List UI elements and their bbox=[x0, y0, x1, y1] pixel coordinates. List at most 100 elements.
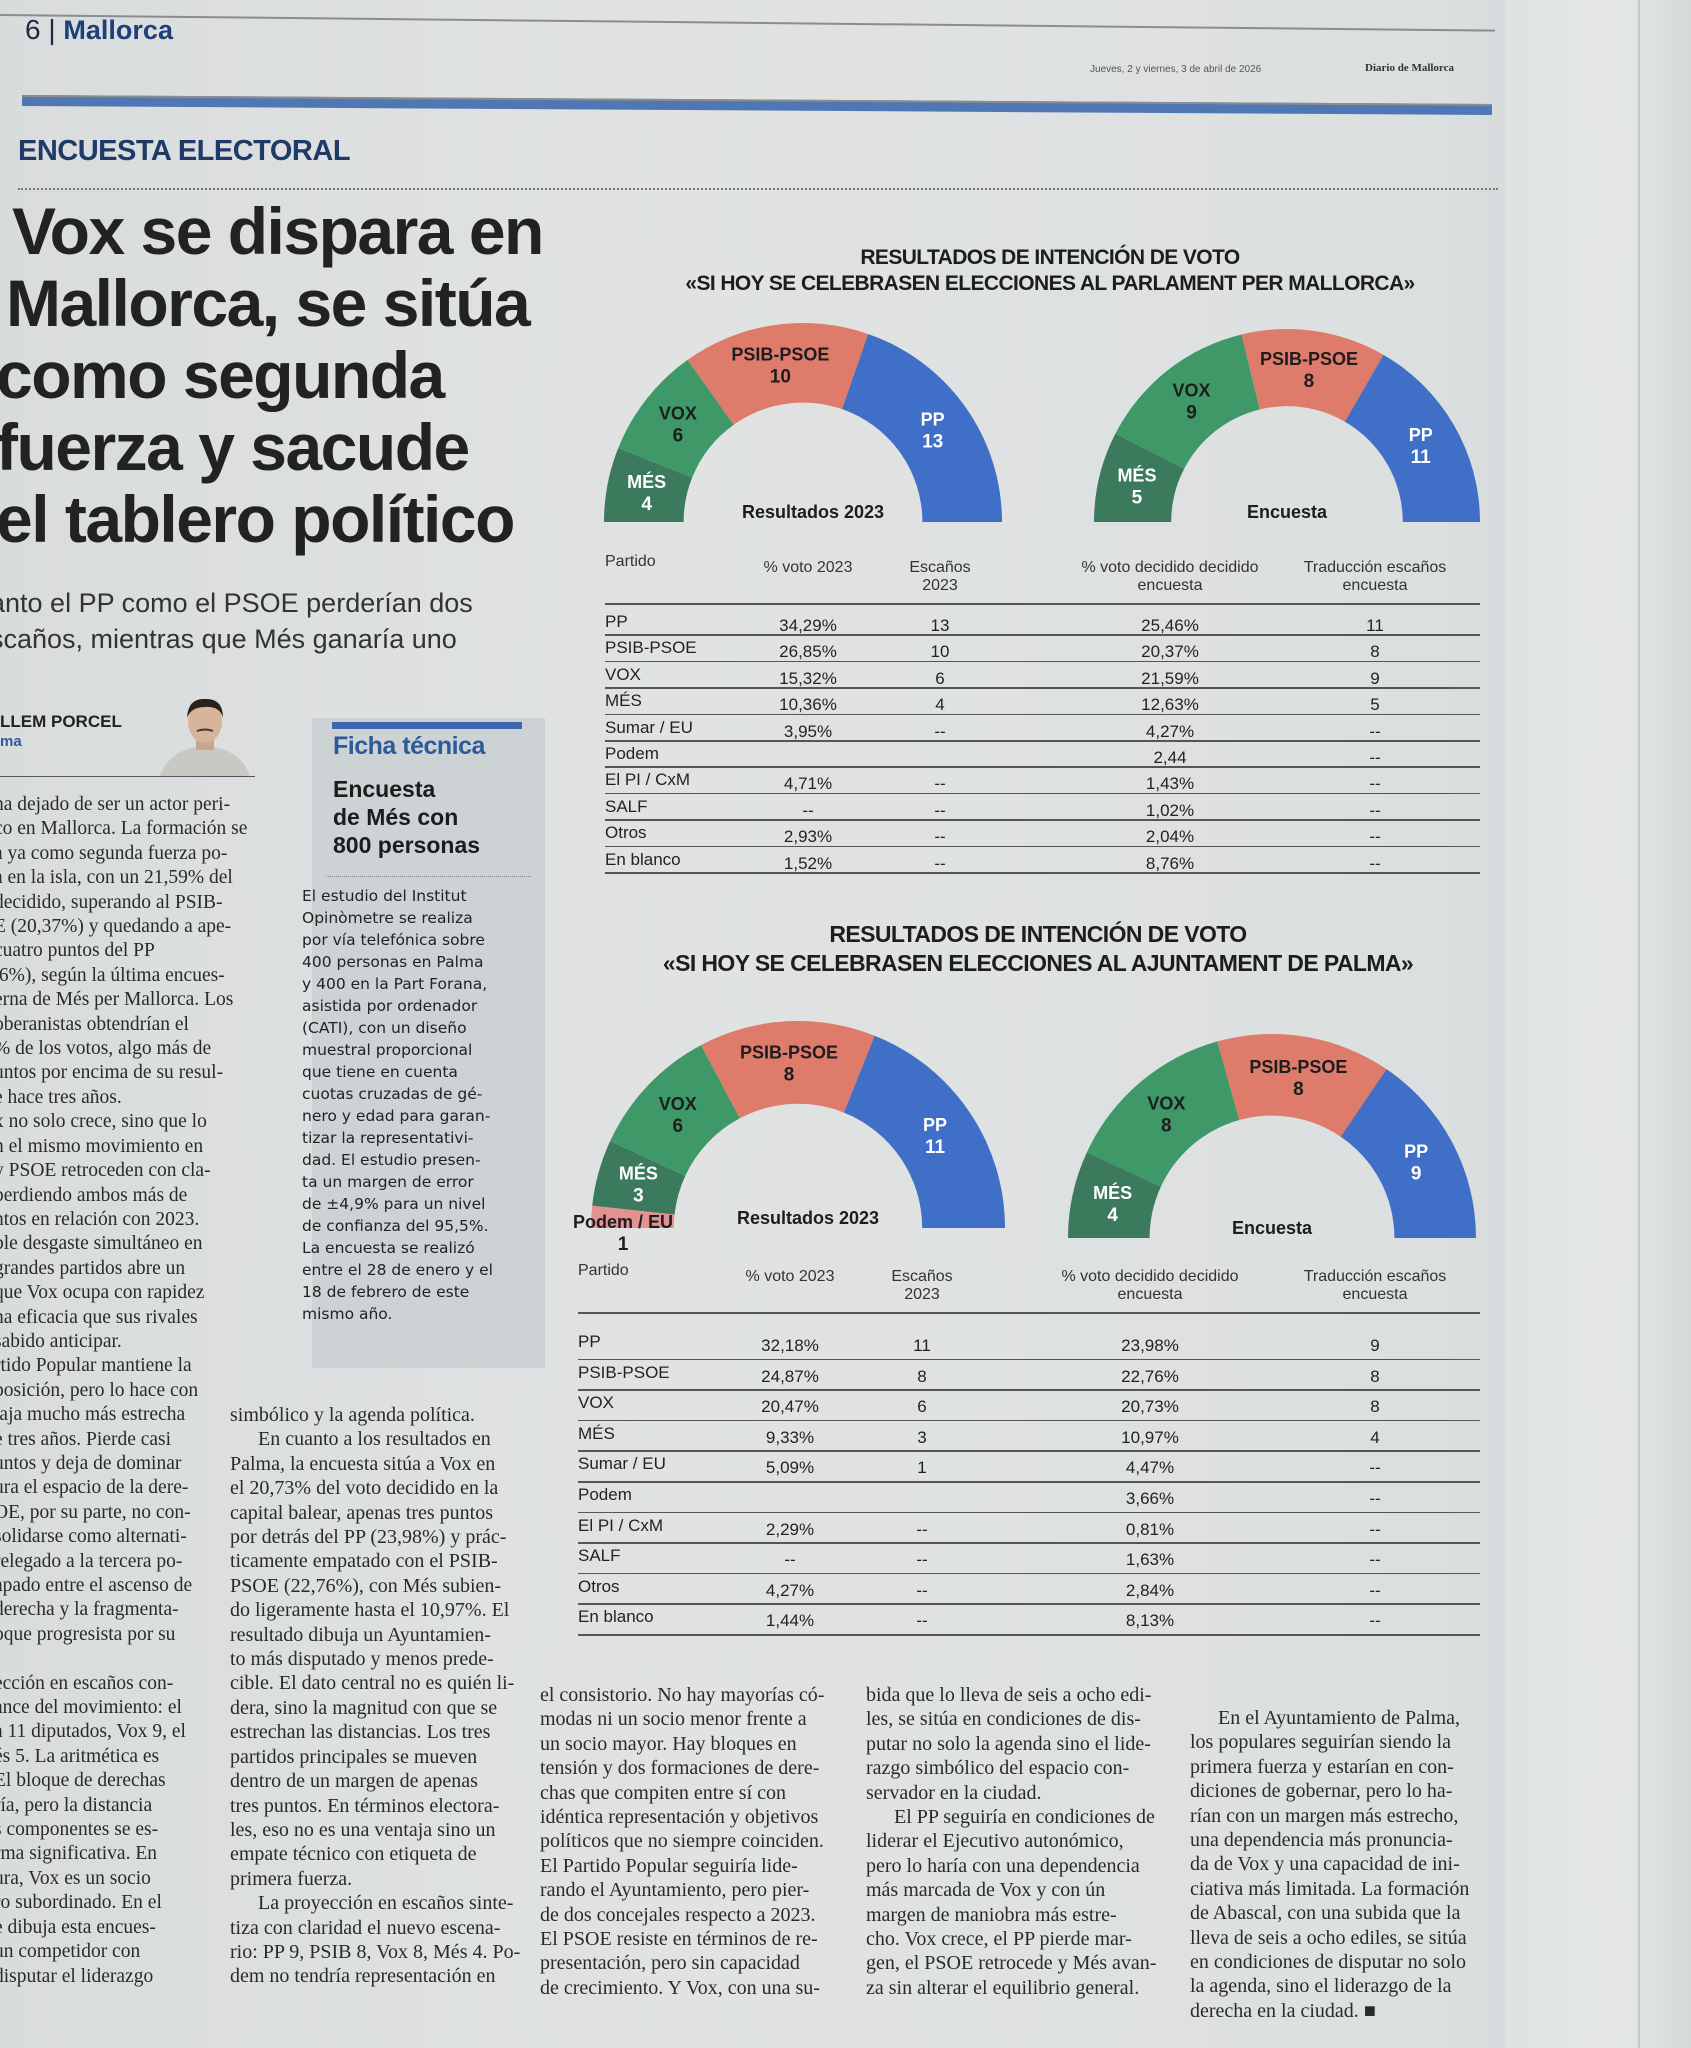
article-line: posición, pero lo hace con bbox=[0, 1379, 199, 1401]
article-line: presentación, pero sin capacidad bbox=[540, 1952, 800, 1975]
article-line: tensión y dos formaciones de dere- bbox=[540, 1757, 820, 1780]
table-cell: -- bbox=[1369, 853, 1381, 873]
article-line: capital balear, apenas tres puntos bbox=[230, 1501, 493, 1524]
table-row-rule bbox=[605, 766, 1480, 768]
segment-party-label: PSIB-PSOE bbox=[1249, 1057, 1347, 1077]
segment-seat-count: 9 bbox=[1411, 1164, 1422, 1185]
table-cell: -- bbox=[934, 774, 946, 794]
article-line: ha dejado de ser un actor peri- bbox=[0, 794, 231, 815]
table-cell: 10 bbox=[930, 642, 950, 662]
table-row-rule bbox=[578, 1572, 1480, 1575]
segment-seat-count: 8 bbox=[1304, 371, 1315, 392]
segment-party-label: PSIB-PSOE bbox=[1260, 349, 1358, 369]
table-cell: 20,73% bbox=[1121, 1397, 1179, 1417]
article-line: liderar el Ejecutivo autonómico, bbox=[866, 1830, 1124, 1853]
segment-party-label: VOX bbox=[1147, 1094, 1185, 1114]
table-cell-party: SALF bbox=[578, 1546, 621, 1566]
chart2-title: RESULTADOS DE INTENCIÓN DE VOTO bbox=[829, 921, 1247, 947]
table-cell-party: PSIB-PSOE bbox=[605, 638, 697, 658]
article-line: en condiciones de disputar no solo bbox=[1190, 1951, 1467, 1974]
table-cell: 1,44% bbox=[765, 1611, 815, 1631]
hemicycle-segment-pp bbox=[843, 1035, 1005, 1228]
table-row-rule bbox=[605, 792, 1480, 795]
article-line: do ligeramente hasta el 10,97%. El bbox=[230, 1599, 510, 1622]
article-line: erna de Més per Mallorca. Los bbox=[0, 989, 234, 1011]
article-line: to más disputado y menos prede- bbox=[230, 1648, 494, 1671]
segment-seat-count: 9 bbox=[1186, 403, 1197, 424]
article-line: idéntica representación y objetivos bbox=[540, 1806, 819, 1829]
table-cell: -- bbox=[934, 721, 946, 741]
segment-seat-count: 8 bbox=[784, 1065, 795, 1086]
table-cell: 4,47% bbox=[1125, 1458, 1175, 1478]
table-cell: 6 bbox=[917, 1397, 927, 1417]
article-line: na eficacia que sus rivales bbox=[0, 1306, 198, 1328]
table-row-rule bbox=[578, 1603, 1480, 1605]
article-line: derecha y la fragmenta- bbox=[0, 1599, 179, 1621]
hemicycle-label: Encuesta bbox=[1247, 502, 1328, 522]
segment-seat-count: 10 bbox=[770, 366, 791, 387]
article-line: ticamente empatado con el PSIB- bbox=[230, 1550, 498, 1573]
table-cell: 2,44 bbox=[1153, 748, 1187, 767]
article-line: El Partido Popular seguiría lide- bbox=[540, 1854, 798, 1877]
article-line: solidarse como alternati- bbox=[0, 1526, 187, 1548]
table-cell-party: El PI / CxM bbox=[605, 770, 691, 790]
segment-party-label: MÉS bbox=[627, 471, 666, 492]
segment-seat-count: 5 bbox=[1132, 488, 1143, 509]
table-cell: 11 bbox=[1366, 616, 1384, 635]
article-line: les, se sitúa en condiciones de dis- bbox=[866, 1708, 1141, 1731]
table-cell: 5 bbox=[1370, 695, 1380, 715]
segment-seat-count: 6 bbox=[672, 1116, 683, 1137]
table-cell-party: El PI / CxM bbox=[578, 1515, 664, 1535]
segment-seat-count: 11 bbox=[925, 1137, 946, 1158]
hemicycle-segment-vox bbox=[610, 1045, 740, 1176]
ficha-body: El estudio del Institut Opinòmetre se rea… bbox=[302, 885, 542, 1325]
page-fold bbox=[1638, 0, 1640, 2048]
article-line: decidido, superando al PSIB- bbox=[0, 891, 223, 913]
table-cell: -- bbox=[1369, 1611, 1381, 1631]
table-header-rule bbox=[578, 1312, 1480, 1314]
ficha-body-line: La encuesta se realizó bbox=[302, 1239, 475, 1257]
hemicycle-segment-psib-psoe bbox=[1217, 1034, 1387, 1137]
table-cell: -- bbox=[802, 800, 814, 820]
subtitle-line: scaños, mientras que Més ganaría uno bbox=[0, 624, 457, 654]
ficha-body-line: de ±4,9% para un nivel bbox=[302, 1195, 486, 1213]
article-line: primera fuerza y estarían en con- bbox=[1190, 1755, 1454, 1778]
article-line: Palma, la encuesta sitúa a Vox en bbox=[230, 1452, 496, 1475]
table-cell-party: MÉS bbox=[605, 691, 642, 711]
article-line: untos y deja de dominar bbox=[0, 1452, 182, 1474]
table-cell-party: PP bbox=[605, 612, 628, 631]
segment-party-label: VOX bbox=[659, 1094, 697, 1114]
article-line: los populares seguirían siendo la bbox=[1190, 1731, 1452, 1754]
article-column-2: simbólico y la agenda política. En cuanto… bbox=[230, 1403, 540, 1989]
table-cell: 9 bbox=[1370, 668, 1380, 688]
article-line: ciativa más limitada. La formación bbox=[1190, 1877, 1470, 1900]
table-header: % voto decidido decidido encuesta bbox=[1081, 559, 1259, 594]
article-line: a en la isla, con un 21,59% del bbox=[0, 867, 233, 889]
hemicycle-label: Resultados 2023 bbox=[737, 1208, 879, 1228]
hemicycle-segment-vox bbox=[618, 359, 734, 478]
article-line: dentro de un margen de apenas bbox=[230, 1770, 478, 1793]
table-row-rule bbox=[578, 1634, 1480, 1636]
table-cell: -- bbox=[1369, 1458, 1381, 1478]
table-cell-party: Podem bbox=[605, 744, 659, 763]
date-line: Jueves, 2 y viernes, 3 de abril de 2026 bbox=[1090, 64, 1262, 75]
article-line: rio: PP 9, PSIB 8, Vox 8, Més 4. Po- bbox=[230, 1940, 521, 1963]
subtitle-line: anto el PP como el PSOE perderían dos bbox=[0, 588, 473, 618]
table-cell: 8 bbox=[1370, 1366, 1380, 1386]
table-cell: 8 bbox=[1370, 642, 1380, 662]
table-header: Traducción escaños encuesta bbox=[1303, 1268, 1447, 1303]
hemicycle-segment-pp bbox=[842, 333, 1002, 522]
table-header: Partido bbox=[605, 553, 656, 570]
segment-party-label: VOX bbox=[659, 404, 697, 424]
segment-seat-count: 1 bbox=[618, 1234, 629, 1250]
table-header: Traducción escaños encuesta bbox=[1303, 559, 1447, 594]
table-cell: 13 bbox=[930, 616, 950, 635]
hemicycle-segment-m-s bbox=[592, 1141, 686, 1215]
article-line: a ya como segunda fuerza po- bbox=[0, 842, 228, 864]
article-line: el 20,73% del voto decidido en la bbox=[230, 1477, 499, 1500]
table-cell: 8 bbox=[1370, 1397, 1380, 1417]
table-cell: -- bbox=[916, 1550, 928, 1570]
article-line: e tres años. Pierde casi bbox=[0, 1428, 172, 1450]
ficha-body-line: ta un margen de error bbox=[302, 1173, 474, 1191]
table-cell: 10,97% bbox=[1121, 1427, 1179, 1447]
